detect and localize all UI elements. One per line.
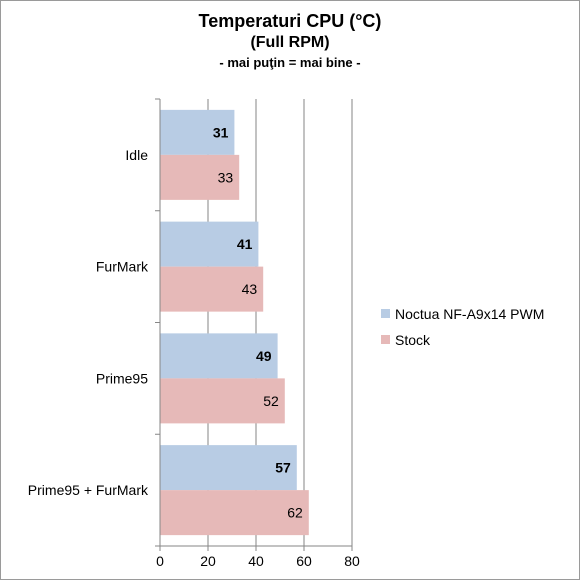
data-label-noctua-3: 57 (275, 460, 291, 476)
bar-stock-0 (160, 154, 240, 200)
bar-noctua-0 (160, 109, 235, 155)
bar-noctua-1 (160, 221, 259, 267)
category-label-0: Idle (125, 147, 148, 163)
data-label-stock-3: 62 (287, 505, 303, 521)
bar-stock-3 (160, 490, 309, 536)
bar-stock-1 (160, 266, 264, 312)
data-label-noctua-1: 41 (237, 236, 253, 252)
data-label-noctua-2: 49 (256, 348, 272, 364)
x-tick-label-20: 20 (200, 553, 216, 569)
bar-noctua-3 (160, 445, 297, 491)
data-label-stock-1: 43 (242, 281, 258, 297)
chart-title: Temperaturi CPU (°C) (198, 11, 382, 31)
x-tick-label-40: 40 (248, 553, 264, 569)
chart-subtitle: (Full RPM) (250, 34, 330, 51)
category-label-3: Prime95 + FurMark (28, 482, 149, 498)
data-label-stock-2: 52 (263, 393, 279, 409)
legend-swatch-noctua (381, 309, 390, 318)
legend-label-stock: Stock (395, 332, 431, 348)
chart-title-block: Temperaturi CPU (°C) (Full RPM) - mai pu… (1, 11, 579, 72)
bar-stock-2 (160, 378, 285, 424)
x-tick-label-0: 0 (156, 553, 164, 569)
x-tick-label-80: 80 (344, 553, 360, 569)
category-label-1: FurMark (96, 259, 149, 275)
chart-note: - mai puţin = mai bine - (219, 55, 361, 70)
x-tick-label-60: 60 (296, 553, 312, 569)
data-label-stock-0: 33 (218, 169, 234, 185)
legend-label-noctua: Noctua NF-A9x14 PWM (395, 306, 544, 322)
data-label-noctua-0: 31 (213, 124, 229, 140)
legend-swatch-stock (381, 335, 390, 344)
category-label-2: Prime95 (96, 370, 148, 386)
bar-noctua-2 (160, 333, 278, 379)
